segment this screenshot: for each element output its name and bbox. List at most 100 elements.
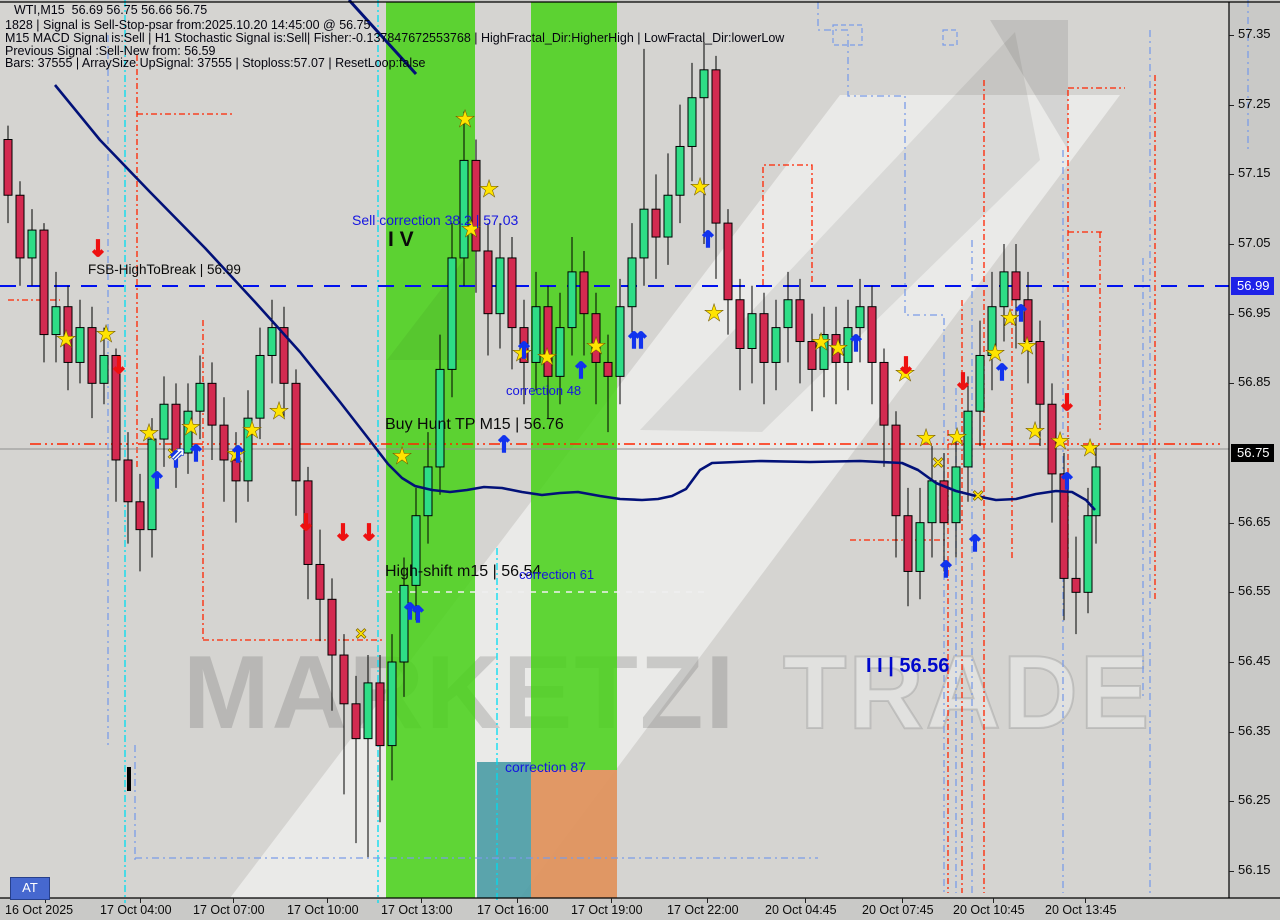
band	[477, 762, 531, 898]
candle-down	[471, 159, 481, 252]
price-label: 56.85	[1238, 374, 1271, 389]
candle-up	[555, 327, 565, 377]
candle-up	[987, 306, 997, 356]
candle-down	[63, 306, 73, 363]
candle-up	[975, 354, 985, 412]
time-tick	[902, 898, 903, 903]
time-label: 17 Oct 13:00	[381, 903, 453, 917]
down-arrow-marker: ↓	[954, 370, 972, 395]
price-label: 56.25	[1238, 792, 1271, 807]
previous-signal-line: Previous Signal :Sell-New from: 56.59	[5, 44, 216, 58]
candle-down	[339, 654, 349, 705]
candle-up	[411, 515, 421, 586]
x-marker: ✕	[972, 487, 985, 505]
time-tick	[233, 898, 234, 903]
candle-up	[243, 417, 253, 482]
candle-down	[795, 299, 805, 343]
candle-up	[363, 682, 373, 740]
candle-up	[663, 194, 673, 238]
chart-annotation: Sell correction 38.2 | 57.03	[352, 212, 519, 228]
star-marker: ★	[393, 444, 412, 468]
candle-up	[99, 354, 109, 384]
candle-up	[951, 466, 961, 524]
time-tick	[140, 898, 141, 903]
candle-down	[231, 459, 241, 482]
candles-layer	[3, 41, 1101, 858]
candle-up	[747, 313, 757, 350]
price-label: 56.15	[1238, 862, 1271, 877]
candle-down	[939, 480, 949, 524]
star-marker: ★	[691, 175, 710, 199]
candle-up	[459, 159, 469, 259]
star-marker: ★	[513, 341, 532, 365]
star-marker: ★	[456, 107, 475, 131]
watermark-part2: TRADE	[783, 635, 1151, 751]
star-marker: ★	[705, 301, 724, 325]
price-label: 56.65	[1238, 514, 1271, 529]
price-tick	[1229, 314, 1234, 315]
down-arrow-marker: ↓	[334, 521, 352, 546]
price-label: 56.95	[1238, 305, 1271, 320]
time-tick	[707, 898, 708, 903]
signal-line: 1828 | Signal is Sell-Stop-psar from:202…	[5, 18, 371, 32]
candle-down	[735, 299, 745, 350]
candle-down	[543, 306, 553, 377]
candle-down	[303, 480, 313, 565]
star-marker: ★	[462, 217, 481, 241]
candle-up	[75, 327, 85, 363]
x-marker: ✕	[932, 454, 945, 472]
time-label: 20 Oct 13:45	[1045, 903, 1117, 917]
price-tick	[1229, 244, 1234, 245]
candle-down	[207, 382, 217, 426]
candle-up	[675, 145, 685, 196]
candle-down	[3, 139, 13, 196]
candle-up	[183, 410, 193, 454]
candle-up	[159, 403, 169, 440]
up-arrow-marker: ↑	[229, 443, 247, 468]
up-arrow-marker: ↑	[847, 332, 865, 357]
candle-up	[531, 306, 541, 363]
up-arrow-marker: ↑	[966, 532, 984, 557]
chart-annotation: correction 61	[519, 567, 595, 582]
chart-annotation: FSB-HighToBreak | 56.99	[88, 262, 241, 277]
bars-status-line: Bars: 37555 | ArraySize UpSignal: 37555 …	[5, 56, 426, 70]
price-label: 57.05	[1238, 235, 1271, 250]
star-marker: ★	[57, 327, 76, 351]
price-tick	[1229, 732, 1234, 733]
candle-down	[723, 222, 733, 301]
time-label: 17 Oct 22:00	[667, 903, 739, 917]
at-button[interactable]: AT	[10, 877, 50, 900]
candle-up	[687, 97, 697, 147]
star-marker: ★	[1081, 436, 1100, 460]
up-arrow-marker: ↑	[1012, 302, 1030, 327]
star-marker: ★	[538, 345, 557, 369]
candle-down	[327, 598, 337, 656]
candle-down	[315, 563, 325, 600]
candle-down	[831, 334, 841, 363]
quote-line: WTI,M15 56.69 56.75 56.66 56.75	[14, 3, 208, 17]
price-tick	[1229, 592, 1234, 593]
down-arrow-marker: ↓	[1058, 391, 1076, 416]
candle-up	[447, 257, 457, 370]
time-label: 17 Oct 04:00	[100, 903, 172, 917]
star-marker: ★	[812, 330, 831, 354]
candle-up	[435, 368, 445, 468]
price-label: 57.15	[1238, 165, 1271, 180]
candle-up	[771, 327, 781, 363]
up-arrow-marker: ↑	[495, 433, 513, 458]
band	[531, 2, 617, 770]
candle-down	[1059, 473, 1069, 579]
up-arrow-marker: ↑	[1058, 470, 1076, 495]
star-marker: ★	[587, 334, 606, 358]
time-label: 17 Oct 10:00	[287, 903, 359, 917]
time-tick	[993, 898, 994, 903]
price-label-highlight: 56.99	[1231, 277, 1274, 295]
time-tick	[421, 898, 422, 903]
chart-annotation: correction 48	[506, 383, 582, 398]
candle-up	[855, 306, 865, 329]
candle-up	[639, 208, 649, 259]
candle-down	[651, 208, 661, 238]
candle-up	[627, 257, 637, 308]
